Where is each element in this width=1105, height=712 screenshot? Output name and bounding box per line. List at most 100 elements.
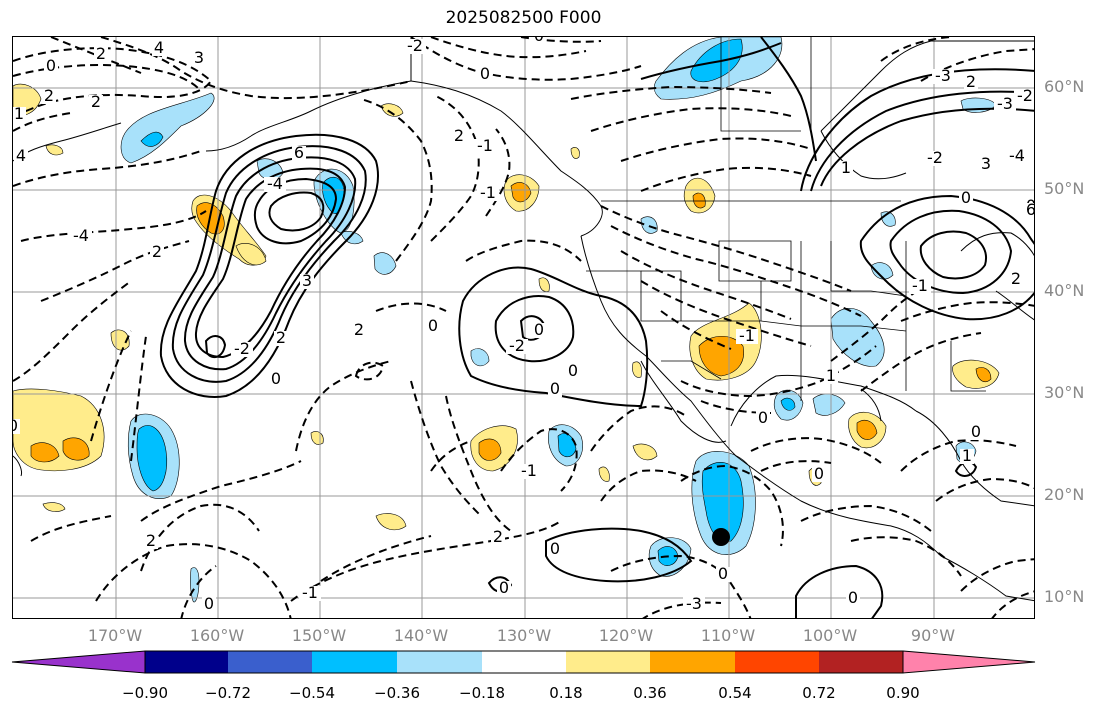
contour-label: -4	[1009, 146, 1025, 165]
colorbar-tick-label: 0.72	[802, 684, 836, 702]
shade-neg-core	[136, 425, 168, 492]
shade-pos	[952, 359, 1000, 389]
lon-label: 90°W	[910, 626, 956, 645]
contour-label-bg	[352, 323, 366, 338]
colorbar-extend-min	[11, 650, 146, 674]
shade-neg	[470, 348, 490, 367]
contour-label: 2	[44, 86, 54, 105]
lon-label: 100°W	[802, 626, 858, 645]
contour-label-bg	[404, 39, 426, 54]
contour-label: 6	[1026, 200, 1035, 219]
contour-label-bg	[144, 534, 158, 549]
contour-label: 0	[271, 369, 281, 388]
shade-pos	[538, 277, 550, 292]
contour-label-bg	[274, 331, 288, 346]
contour-label: -4	[73, 226, 89, 245]
contour-label: 2	[354, 320, 364, 339]
shade-pos-core	[478, 438, 502, 461]
contour-label-bg	[13, 107, 26, 122]
shade-pos-core	[30, 442, 60, 463]
contour-label-bg	[812, 467, 826, 482]
contour-label-bg	[924, 151, 946, 166]
shade-neg	[812, 393, 846, 416]
colorbar-cell	[312, 651, 397, 673]
contour-label: -2	[509, 336, 525, 355]
shade-neg	[120, 92, 215, 164]
contour-label: 0	[550, 379, 560, 398]
contour-label: 0	[718, 564, 728, 583]
contour-label-bg	[959, 191, 973, 206]
contour-label-bg	[756, 411, 770, 426]
shade-pos	[380, 103, 404, 117]
contour-label: -1	[477, 136, 493, 155]
contour-label-bg	[1006, 149, 1028, 164]
contour-label-bg	[497, 581, 511, 596]
contour-label: 4	[16, 146, 26, 165]
shade-pos-core	[975, 367, 992, 382]
lat-label: 60°N	[1044, 77, 1085, 96]
anomaly-shading	[13, 37, 1000, 603]
contour-label: -3	[997, 94, 1013, 113]
contour-label-group: 02223446-423220-2-402-1200-10-200-10-201…	[13, 37, 1035, 613]
contour-label: 2	[966, 72, 976, 91]
colorbar-cell	[228, 651, 312, 673]
contour-label-bg	[70, 229, 92, 244]
contour-label: 2	[1011, 269, 1021, 288]
shade-neg-core	[780, 397, 796, 411]
contour-label: 0	[961, 188, 971, 207]
lon-label: 160°W	[189, 626, 245, 645]
contour-label-bg	[292, 146, 306, 161]
contour-label-bg	[994, 97, 1016, 112]
contour-label-bg	[736, 329, 758, 344]
contour-label-bg	[452, 129, 466, 144]
contour-label: 0	[204, 594, 214, 613]
contour-label: 0	[814, 464, 824, 483]
colorbar-cell	[145, 651, 228, 673]
map-canvas: 02223446-423220-2-402-1200-10-200-10-201…	[13, 37, 1035, 618]
contour-label-bg	[491, 530, 505, 545]
shade-pos	[235, 242, 267, 266]
contour-label: 2	[96, 44, 106, 63]
contour-label: 1	[962, 446, 972, 465]
contour-label-bg	[150, 245, 164, 260]
colorbar-tick-label: −0.54	[289, 684, 335, 702]
map-panel[interactable]: 02223446-423220-2-402-1200-10-200-10-201…	[12, 36, 1035, 619]
contour-label: 1	[841, 158, 851, 177]
contour-label-bg	[824, 369, 838, 384]
contour-label: -3	[935, 66, 951, 85]
contour-label-bg	[964, 75, 978, 90]
contour-label-bg	[192, 51, 206, 66]
lon-label: 130°W	[496, 626, 552, 645]
contour-label-bg	[269, 372, 283, 387]
contour-label: 6	[294, 143, 304, 162]
contour-label-bg	[969, 425, 983, 440]
contour-label-bg	[202, 597, 216, 612]
colorbar-tick-label: −0.72	[205, 684, 251, 702]
contour-label-bg	[1024, 203, 1034, 218]
contour-label-bg	[152, 41, 166, 56]
colorbar-extend-max	[902, 650, 1036, 674]
colorbar-cell	[819, 651, 903, 673]
colorbar-cell	[566, 651, 650, 673]
lon-label: 110°W	[700, 626, 756, 645]
contour-label: 2	[493, 527, 503, 546]
shade-pos	[375, 513, 407, 531]
contour-label: 0	[568, 361, 578, 380]
contour-label: 2	[91, 92, 101, 111]
contour-label: -1	[302, 583, 318, 602]
contour-label: 0	[46, 56, 56, 75]
contour-label: 4	[154, 38, 164, 57]
shade-neg	[830, 308, 885, 367]
shade-pos	[632, 361, 642, 378]
contour-label-bg	[548, 382, 562, 397]
lon-label: 150°W	[291, 626, 347, 645]
lat-label: 30°N	[1044, 383, 1085, 402]
lat-label: 10°N	[1044, 587, 1085, 606]
shade-pos	[45, 144, 64, 156]
shade-pos	[598, 466, 610, 482]
contour-label-bg	[716, 567, 730, 582]
lat-label: 20°N	[1044, 485, 1085, 504]
shade-pos	[13, 388, 105, 472]
contour-label-bg	[1009, 272, 1023, 287]
lon-label: 170°W	[87, 626, 143, 645]
